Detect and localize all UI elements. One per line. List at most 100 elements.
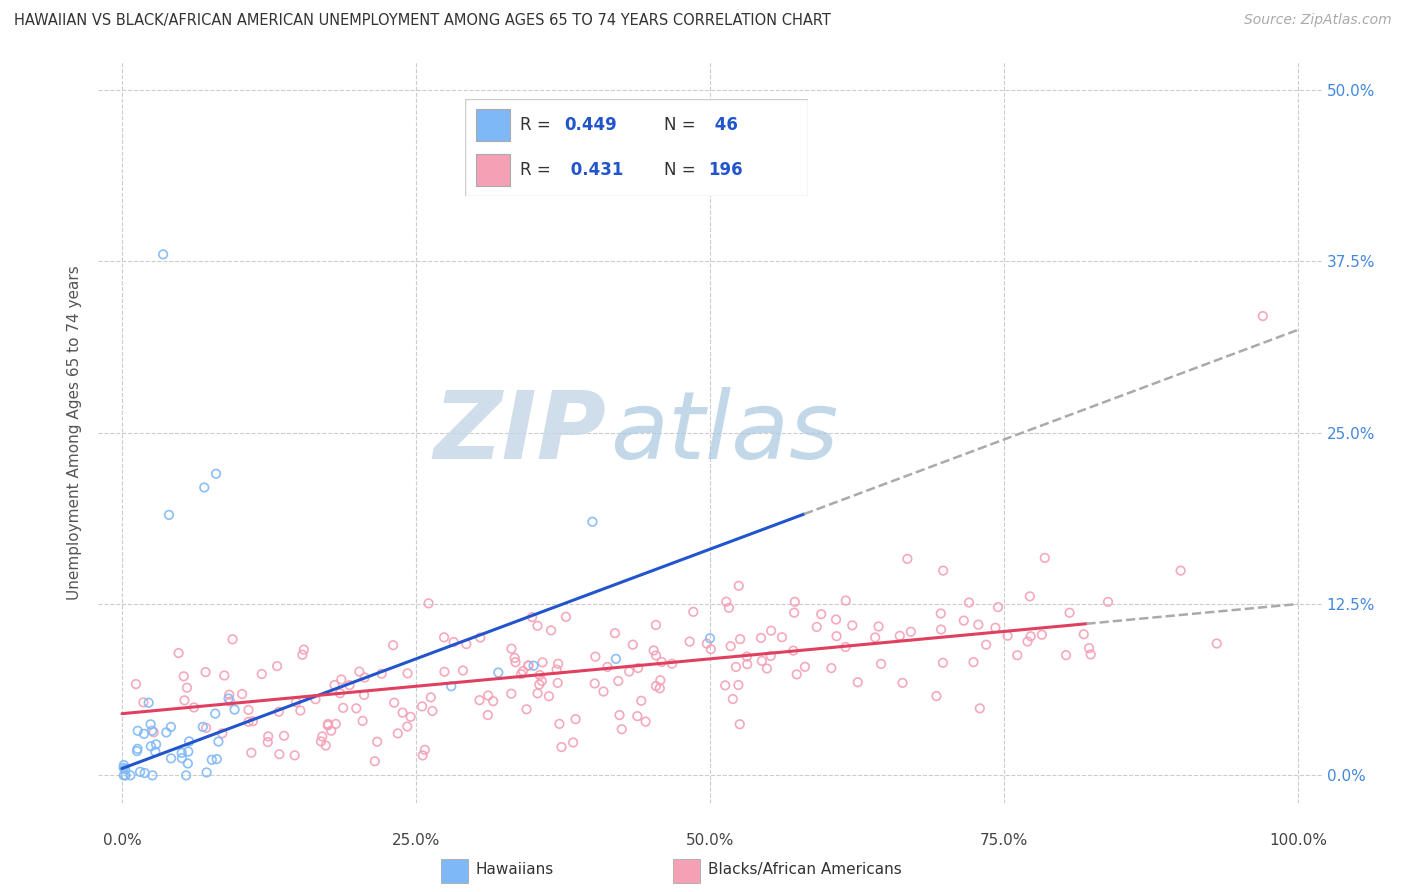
Point (477, 708, 499, 723)
Point (114, 762, 136, 776)
Point (806, 620, 828, 634)
Point (825, 629, 848, 643)
Point (257, 730, 280, 744)
Point (396, 720, 419, 734)
Point (515, 702, 537, 716)
Point (1019, 629, 1042, 643)
Point (256, 735, 278, 749)
Point (205, 467, 228, 481)
Point (352, 714, 374, 728)
Point (863, 631, 886, 645)
Point (174, 768, 197, 782)
Point (139, 717, 162, 731)
Point (1097, 595, 1119, 609)
Point (650, 673, 672, 688)
Point (422, 704, 444, 718)
Point (399, 710, 422, 724)
Point (211, 726, 233, 740)
Point (238, 714, 260, 729)
Point (195, 765, 218, 780)
Point (735, 649, 758, 664)
Point (364, 754, 387, 768)
Point (142, 725, 165, 739)
Point (984, 621, 1007, 635)
Point (443, 635, 465, 649)
Point (177, 745, 200, 759)
Point (609, 708, 631, 723)
Point (699, 632, 721, 646)
Point (929, 607, 952, 621)
Point (179, 734, 201, 748)
Point (250, 667, 273, 681)
Point (783, 595, 806, 609)
Point (141, 768, 163, 782)
Point (783, 606, 806, 620)
Point (160, 720, 183, 734)
Point (396, 666, 419, 681)
Point (120, 768, 142, 782)
Text: 0.0%: 0.0% (103, 833, 142, 848)
Point (896, 552, 918, 566)
Point (134, 766, 156, 780)
Point (112, 758, 135, 772)
Point (486, 665, 509, 680)
Point (413, 743, 436, 757)
Point (735, 657, 758, 672)
Point (284, 748, 307, 763)
Point (717, 600, 740, 615)
Point (523, 658, 546, 673)
Point (846, 675, 869, 690)
Point (433, 665, 456, 679)
Point (207, 734, 229, 748)
Point (526, 619, 548, 633)
Point (191, 720, 214, 734)
Point (1018, 590, 1040, 604)
Point (530, 673, 553, 688)
Point (339, 678, 361, 692)
Point (204, 706, 226, 721)
Point (391, 706, 413, 720)
Point (201, 753, 224, 767)
Point (540, 624, 562, 638)
Point (1251, 309, 1274, 323)
Point (214, 668, 236, 682)
Point (987, 600, 1010, 615)
Point (634, 714, 657, 729)
Point (820, 661, 842, 675)
Point (112, 768, 135, 782)
Point (969, 701, 991, 715)
Point (503, 651, 526, 665)
Point (648, 681, 671, 696)
Point (145, 738, 167, 752)
Point (661, 657, 683, 671)
Point (292, 642, 315, 657)
Point (127, 723, 149, 738)
Point (125, 677, 148, 691)
Point (751, 654, 773, 668)
Point (332, 701, 354, 715)
Point (952, 614, 974, 628)
Point (548, 717, 571, 731)
Point (451, 664, 474, 678)
Point (316, 717, 339, 731)
Point (412, 748, 434, 763)
Point (621, 638, 644, 652)
Point (1031, 628, 1053, 642)
Point (173, 693, 195, 707)
FancyBboxPatch shape (441, 859, 468, 883)
Point (433, 631, 456, 645)
Point (962, 655, 984, 669)
Point (290, 704, 312, 718)
Point (315, 739, 337, 753)
Text: 50.0%: 50.0% (686, 833, 734, 848)
Point (900, 624, 922, 639)
Point (512, 664, 534, 678)
Point (925, 689, 948, 703)
Point (160, 751, 183, 765)
Point (470, 631, 492, 645)
Point (482, 694, 505, 708)
Point (132, 695, 155, 709)
Point (323, 678, 346, 692)
Point (468, 693, 491, 707)
Point (273, 729, 295, 743)
